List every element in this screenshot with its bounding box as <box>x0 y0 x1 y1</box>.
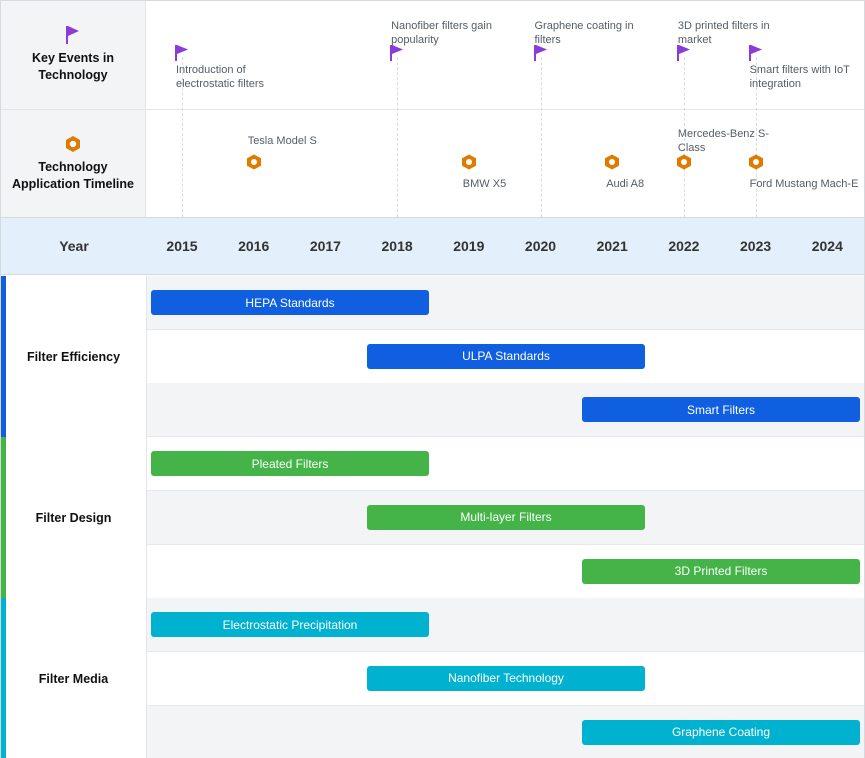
gantt-bar[interactable]: Pleated Filters <box>151 451 429 476</box>
timeline-chart: Key Events in Technology Technology Appl… <box>0 0 865 758</box>
year-tick: 2020 <box>525 238 556 254</box>
application-label: Ford Mustang Mach-E <box>750 177 860 191</box>
hexagon-icon <box>246 154 262 170</box>
year-tick: 2015 <box>166 238 197 254</box>
key-events-title: Key Events in Technology <box>18 50 128 84</box>
flag-icon <box>390 45 404 61</box>
event-guide-line <box>541 57 542 217</box>
key-event-label: 3D printed filters in market <box>678 19 796 47</box>
hexagon-icon <box>604 154 620 170</box>
category-label: Filter Design <box>1 437 147 598</box>
gantt-bar[interactable]: 3D Printed Filters <box>582 559 860 584</box>
gantt-bar[interactable]: Smart Filters <box>582 397 860 422</box>
key-events-header: Key Events in Technology <box>1 1 146 109</box>
gantt-bar[interactable]: HEPA Standards <box>151 290 429 315</box>
year-tick: 2023 <box>740 238 771 254</box>
hexagon-icon <box>461 154 477 170</box>
year-tick: 2017 <box>310 238 341 254</box>
category-color-stripe <box>1 437 6 598</box>
gantt-bar[interactable]: Graphene Coating <box>582 720 860 745</box>
event-guide-line <box>397 57 398 217</box>
application-label: Audi A8 <box>606 177 706 191</box>
category-color-stripe <box>1 598 6 758</box>
year-tick: 2021 <box>597 238 628 254</box>
gantt-bar[interactable]: Electrostatic Precipitation <box>151 612 429 637</box>
application-label: BMW X5 <box>463 177 563 191</box>
flag-icon <box>749 45 763 61</box>
key-event-label: Nanofiber filters gain popularity <box>391 19 509 47</box>
key-event-label: Graphene coating in filters <box>535 19 653 47</box>
flag-icon <box>65 26 81 44</box>
flag-icon <box>677 45 691 61</box>
gantt-bar[interactable]: Multi-layer Filters <box>367 505 645 530</box>
category-label: Filter Efficiency <box>1 276 147 437</box>
key-event-label: Smart filters with IoT integration <box>750 63 858 91</box>
gantt-bar[interactable]: Nanofiber Technology <box>367 666 645 691</box>
gantt-bar[interactable]: ULPA Standards <box>367 344 645 369</box>
year-tick: 2018 <box>382 238 413 254</box>
flag-icon <box>175 45 189 61</box>
year-tick: 2019 <box>453 238 484 254</box>
key-event-label: Introduction of electrostatic filters <box>176 63 294 91</box>
category-label: Filter Media <box>1 598 147 758</box>
year-axis-label: Year <box>1 217 147 275</box>
category-color-stripe <box>1 276 6 437</box>
application-header: Technology Application Timeline <box>1 110 146 217</box>
year-tick: 2022 <box>668 238 699 254</box>
hexagon-icon <box>64 135 82 153</box>
application-label: Tesla Model S <box>248 134 348 148</box>
flag-icon <box>534 45 548 61</box>
hexagon-icon <box>676 154 692 170</box>
application-title: Technology Application Timeline <box>3 159 143 193</box>
year-tick: 2024 <box>812 238 843 254</box>
hexagon-icon <box>748 154 764 170</box>
year-tick: 2016 <box>238 238 269 254</box>
application-label: Mercedes-Benz S-Class <box>678 127 778 155</box>
